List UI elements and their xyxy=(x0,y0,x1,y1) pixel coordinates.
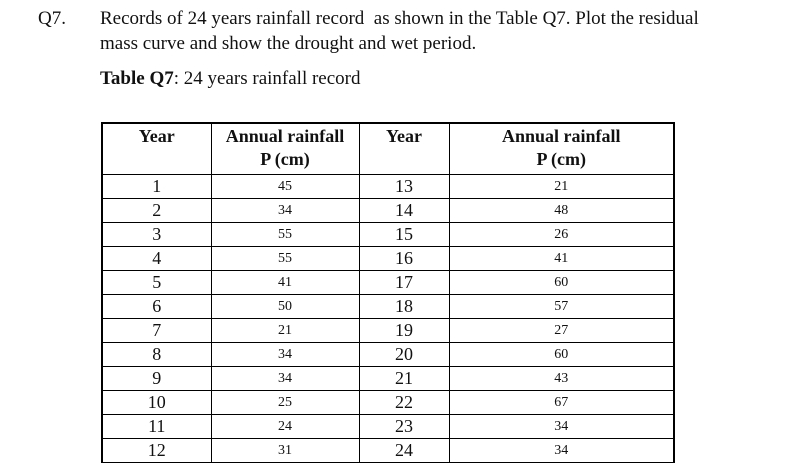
year-cell: 5 xyxy=(101,270,212,295)
year-cell: 15 xyxy=(358,222,450,247)
year-cell: 20 xyxy=(358,342,450,367)
rainfall-cell: 34 xyxy=(448,438,675,463)
year-cell: 11 xyxy=(101,414,212,439)
rainfall-cell: 34 xyxy=(448,414,675,439)
rainfall-cell: 21 xyxy=(448,174,675,199)
year-cell: 8 xyxy=(101,342,212,367)
year-cell: 9 xyxy=(101,366,212,391)
year-cell: 12 xyxy=(101,438,212,463)
header-rainfall-left: Annual rainfall P (cm) xyxy=(210,122,360,175)
rainfall-cell: 60 xyxy=(448,342,675,367)
table-row: 8 34 20 60 xyxy=(101,342,675,367)
rainfall-table-head: Year Annual rainfall P (cm) Year Annual … xyxy=(101,122,675,175)
rainfall-cell: 45 xyxy=(210,174,360,199)
rainfall-cell: 55 xyxy=(210,246,360,271)
table-row: 7 21 19 27 xyxy=(101,318,675,343)
rainfall-cell: 41 xyxy=(448,246,675,271)
table-caption-title: Table Q7 xyxy=(100,68,174,89)
rainfall-cell: 50 xyxy=(210,294,360,319)
table-row: 9 34 21 43 xyxy=(101,366,675,391)
header-year-right: Year xyxy=(358,122,450,175)
year-cell: 4 xyxy=(101,246,212,271)
rainfall-cell: 67 xyxy=(448,390,675,415)
table-row: 12 31 24 34 xyxy=(101,438,675,463)
rainfall-cell: 31 xyxy=(210,438,360,463)
year-cell: 14 xyxy=(358,198,450,223)
question-text-line1: Records of 24 years rainfall record as s… xyxy=(100,8,699,29)
table-row: 11 24 23 34 xyxy=(101,414,675,439)
rainfall-table-container: Year Annual rainfall P (cm) Year Annual … xyxy=(101,122,675,463)
question-text: Records of 24 years rainfall record as s… xyxy=(100,6,790,56)
header-rainfall-right: Annual rainfall P (cm) xyxy=(448,122,675,175)
header-rainfall-left-line2: P (cm) xyxy=(260,149,310,169)
year-cell: 16 xyxy=(358,246,450,271)
header-year-left: Year xyxy=(101,122,212,175)
year-cell: 22 xyxy=(358,390,450,415)
year-cell: 7 xyxy=(101,318,212,343)
year-cell: 2 xyxy=(101,198,212,223)
table-caption-subtitle: : 24 years rainfall record xyxy=(173,68,361,89)
year-cell: 24 xyxy=(358,438,450,463)
header-rainfall-right-line1: Annual rainfall xyxy=(501,126,621,146)
rainfall-cell: 34 xyxy=(210,342,360,367)
rainfall-cell: 43 xyxy=(448,366,675,391)
rainfall-cell: 21 xyxy=(210,318,360,343)
rainfall-cell: 41 xyxy=(210,270,360,295)
table-row: 2 34 14 48 xyxy=(101,198,675,223)
table-row: 1 45 13 21 xyxy=(101,174,675,199)
year-cell: 1 xyxy=(101,174,212,199)
rainfall-cell: 57 xyxy=(448,294,675,319)
year-cell: 23 xyxy=(358,414,450,439)
rainfall-cell: 26 xyxy=(448,222,675,247)
question-text-line2: mass curve and show the drought and wet … xyxy=(100,33,477,54)
table-caption: Table Q7: 24 years rainfall record xyxy=(100,68,361,90)
year-cell: 10 xyxy=(101,390,212,415)
header-rainfall-right-line2: P (cm) xyxy=(536,149,586,169)
year-cell: 17 xyxy=(358,270,450,295)
rainfall-cell: 24 xyxy=(210,414,360,439)
rainfall-cell: 27 xyxy=(448,318,675,343)
rainfall-cell: 34 xyxy=(210,198,360,223)
table-row: 5 41 17 60 xyxy=(101,270,675,295)
year-cell: 18 xyxy=(358,294,450,319)
header-year-right-label: Year xyxy=(386,126,422,146)
rainfall-cell: 55 xyxy=(210,222,360,247)
rainfall-cell: 60 xyxy=(448,270,675,295)
year-cell: 21 xyxy=(358,366,450,391)
question-number: Q7. xyxy=(38,8,66,29)
header-rainfall-left-line1: Annual rainfall xyxy=(225,126,345,146)
year-cell: 19 xyxy=(358,318,450,343)
header-year-left-label: Year xyxy=(138,126,175,146)
table-row: 6 50 18 57 xyxy=(101,294,675,319)
year-cell: 3 xyxy=(101,222,212,247)
rainfall-cell: 25 xyxy=(210,390,360,415)
rainfall-table-body: 1 45 13 21 2 34 14 48 3 55 15 26 4 55 16 41 5 41 17 60 6 50 18… xyxy=(101,174,675,463)
header-row: Year Annual rainfall P (cm) Year Annual … xyxy=(101,122,675,175)
rainfall-table: Year Annual rainfall P (cm) Year Annual … xyxy=(101,122,675,463)
rainfall-cell: 48 xyxy=(448,198,675,223)
table-row: 4 55 16 41 xyxy=(101,246,675,271)
table-row: 3 55 15 26 xyxy=(101,222,675,247)
year-cell: 13 xyxy=(358,174,450,199)
rainfall-cell: 34 xyxy=(210,366,360,391)
table-row: 10 25 22 67 xyxy=(101,390,675,415)
year-cell: 6 xyxy=(101,294,212,319)
